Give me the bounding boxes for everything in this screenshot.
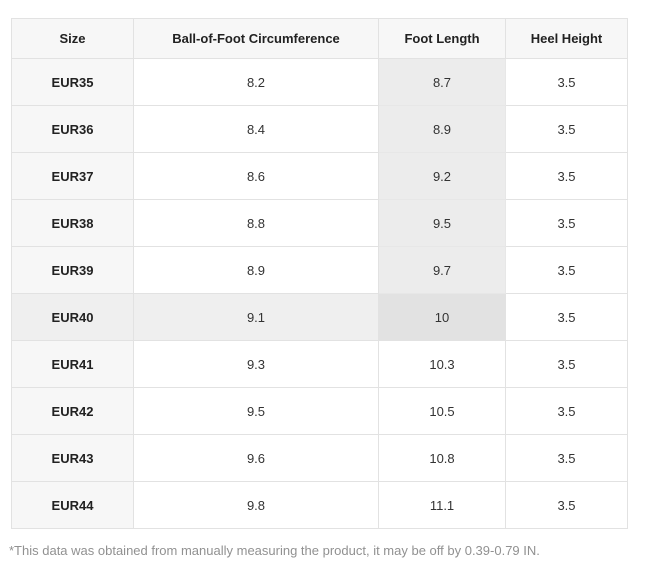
column-header-foot-length: Foot Length [378,18,506,59]
size-cell[interactable]: EUR41 [11,340,134,388]
heel-height-cell[interactable]: 3.5 [505,293,628,341]
heel-height-cell[interactable]: 3.5 [505,152,628,200]
foot-length-cell[interactable]: 10.5 [378,387,506,435]
column-header-ball-of-foot-circumference: Ball-of-Foot Circumference [133,18,379,59]
column-header-size: Size [11,18,134,59]
foot-length-cell[interactable]: 11.1 [378,481,506,529]
table-row-eur38: EUR38 8.8 9.5 3.5 [11,199,628,247]
ball-circumference-cell[interactable]: 8.9 [133,246,379,294]
foot-length-cell[interactable]: 8.9 [378,105,506,153]
size-cell[interactable]: EUR38 [11,199,134,247]
table-row-eur37: EUR37 8.6 9.2 3.5 [11,152,628,200]
size-cell[interactable]: EUR44 [11,481,134,529]
size-cell[interactable]: EUR40 [11,293,134,341]
size-cell[interactable]: EUR36 [11,105,134,153]
size-cell[interactable]: EUR43 [11,434,134,482]
table-row-eur41: EUR41 9.3 10.3 3.5 [11,340,628,388]
heel-height-cell[interactable]: 3.5 [505,481,628,529]
table-row-eur35: EUR35 8.2 8.7 3.5 [11,58,628,106]
size-cell[interactable]: EUR37 [11,152,134,200]
foot-length-cell[interactable]: 10.8 [378,434,506,482]
size-cell[interactable]: EUR35 [11,58,134,106]
foot-length-cell[interactable]: 9.2 [378,152,506,200]
ball-circumference-cell[interactable]: 9.5 [133,387,379,435]
table-row-eur39: EUR39 8.9 9.7 3.5 [11,246,628,294]
ball-circumference-cell[interactable]: 8.2 [133,58,379,106]
measurement-disclaimer: *This data was obtained from manually me… [9,543,540,558]
ball-circumference-cell[interactable]: 9.6 [133,434,379,482]
foot-length-cell[interactable]: 10.3 [378,340,506,388]
heel-height-cell[interactable]: 3.5 [505,387,628,435]
size-cell[interactable]: EUR39 [11,246,134,294]
table-row-eur36: EUR36 8.4 8.9 3.5 [11,105,628,153]
ball-circumference-cell[interactable]: 8.8 [133,199,379,247]
foot-length-cell[interactable]: 9.5 [378,199,506,247]
foot-length-cell-hovered[interactable]: 10 [378,293,506,341]
ball-circumference-cell[interactable]: 8.4 [133,105,379,153]
heel-height-cell[interactable]: 3.5 [505,105,628,153]
foot-length-cell[interactable]: 8.7 [378,58,506,106]
ball-circumference-cell[interactable]: 8.6 [133,152,379,200]
table-row-eur40-highlighted: EUR40 9.1 10 3.5 [11,293,628,341]
heel-height-cell[interactable]: 3.5 [505,58,628,106]
table-row-eur44: EUR44 9.8 11.1 3.5 [11,481,628,529]
table-row-eur43: EUR43 9.6 10.8 3.5 [11,434,628,482]
size-cell[interactable]: EUR42 [11,387,134,435]
heel-height-cell[interactable]: 3.5 [505,199,628,247]
ball-circumference-cell[interactable]: 9.1 [133,293,379,341]
heel-height-cell[interactable]: 3.5 [505,434,628,482]
column-header-heel-height: Heel Height [505,18,628,59]
header-row: Size Ball-of-Foot Circumference Foot Len… [11,18,628,59]
size-chart-table: Size Ball-of-Foot Circumference Foot Len… [11,18,628,529]
ball-circumference-cell[interactable]: 9.8 [133,481,379,529]
table-row-eur42: EUR42 9.5 10.5 3.5 [11,387,628,435]
foot-length-cell[interactable]: 9.7 [378,246,506,294]
heel-height-cell[interactable]: 3.5 [505,246,628,294]
heel-height-cell[interactable]: 3.5 [505,340,628,388]
ball-circumference-cell[interactable]: 9.3 [133,340,379,388]
